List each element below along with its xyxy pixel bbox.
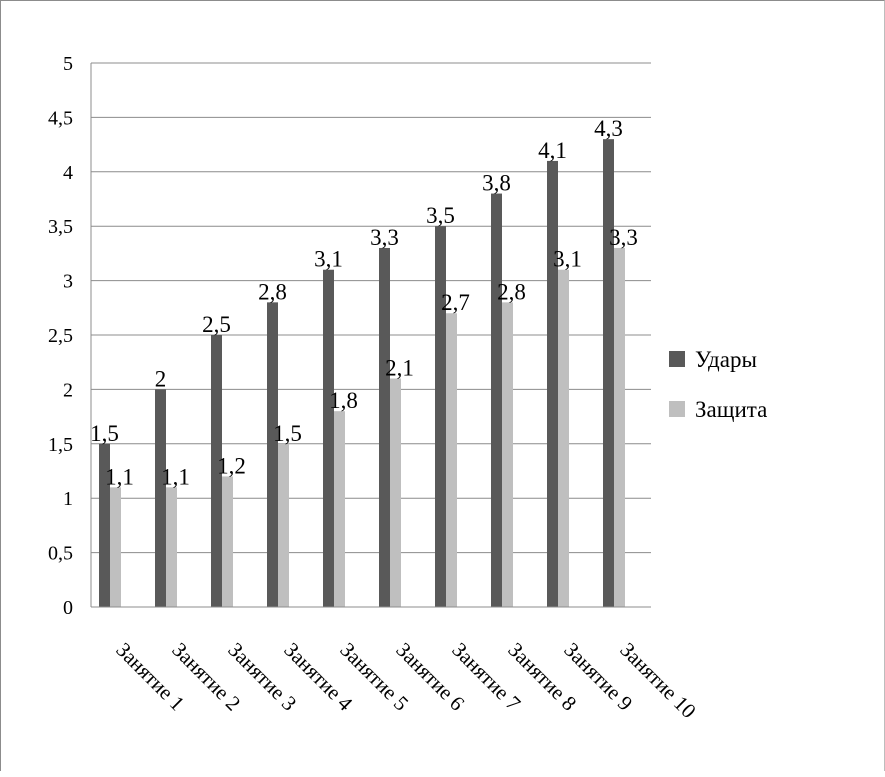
bar-series-1 [547,160,558,608]
bar-series-1 [379,247,390,607]
bars [99,139,625,608]
data-label: 3,3 [609,225,638,250]
bar-series-2 [614,247,625,607]
bar-series-1 [491,193,502,607]
bar-series-1 [603,139,614,607]
data-label: 1,1 [105,464,134,489]
bar-series-1 [155,389,166,607]
data-label: 2,7 [441,290,470,315]
y-tick-label: 3 [63,271,73,293]
data-labels: 1,5 1,1 2 1,1 2,5 1,2 2,8 1,5 3,1 1,8 3,3 2,1 3,5 2,7… [90,116,638,489]
data-label: 3,1 [553,247,582,272]
data-label: 2 [155,366,167,391]
y-tick-label: 1,5 [48,434,73,456]
data-label: 1,2 [217,453,246,478]
legend-swatch [669,351,685,367]
y-axis-tick-labels: 0 0,5 1 1,5 2 2,5 3 3,5 4 4,5 5 [48,53,73,619]
y-tick-label: 4 [63,162,73,184]
y-tick-label: 1 [63,488,73,510]
bar-series-2 [446,313,457,607]
gridlines [91,62,651,554]
bar-series-1 [435,226,446,607]
data-label: 4,3 [594,116,623,141]
y-tick-label: 3,5 [48,216,73,238]
y-tick-label: 5 [63,53,73,75]
x-tick-label: Занятие 10 [615,638,700,723]
data-label: 4,1 [538,138,567,163]
data-label: 2,8 [258,279,287,304]
legend-label: Удары [695,347,757,372]
legend-swatch [669,401,685,417]
data-label: 1,5 [90,421,119,446]
bar-series-2 [390,378,401,607]
data-label: 2,5 [202,312,231,337]
y-tick-label: 0 [63,597,73,619]
y-tick-label: 2 [63,379,73,401]
y-tick-label: 0,5 [48,543,73,565]
bar-series-2 [110,487,121,607]
y-tick-label: 2,5 [48,325,73,347]
data-label: 2,8 [497,279,526,304]
bar-series-2 [334,411,345,607]
bar-series-2 [166,487,177,607]
bar-series-2 [222,476,233,607]
data-label: 3,3 [370,225,399,250]
bar-series-1 [211,335,222,607]
bar-series-1 [323,269,334,607]
y-tick-label: 4,5 [48,107,73,129]
data-label: 3,5 [426,203,455,228]
bar-series-2 [278,443,289,607]
data-label: 1,5 [273,421,302,446]
bar-series-2 [502,302,513,607]
bar-series-1 [267,302,278,607]
bar-series-1 [99,443,110,607]
data-label: 3,1 [314,247,343,272]
legend-label: Защита [695,397,767,422]
data-label: 1,1 [161,464,190,489]
data-label: 1,8 [329,388,358,413]
axes [90,63,651,608]
data-label: 2,1 [385,356,414,381]
data-label: 3,8 [482,171,511,196]
legend: Удары Защита [669,347,767,422]
bar-series-2 [558,269,569,607]
